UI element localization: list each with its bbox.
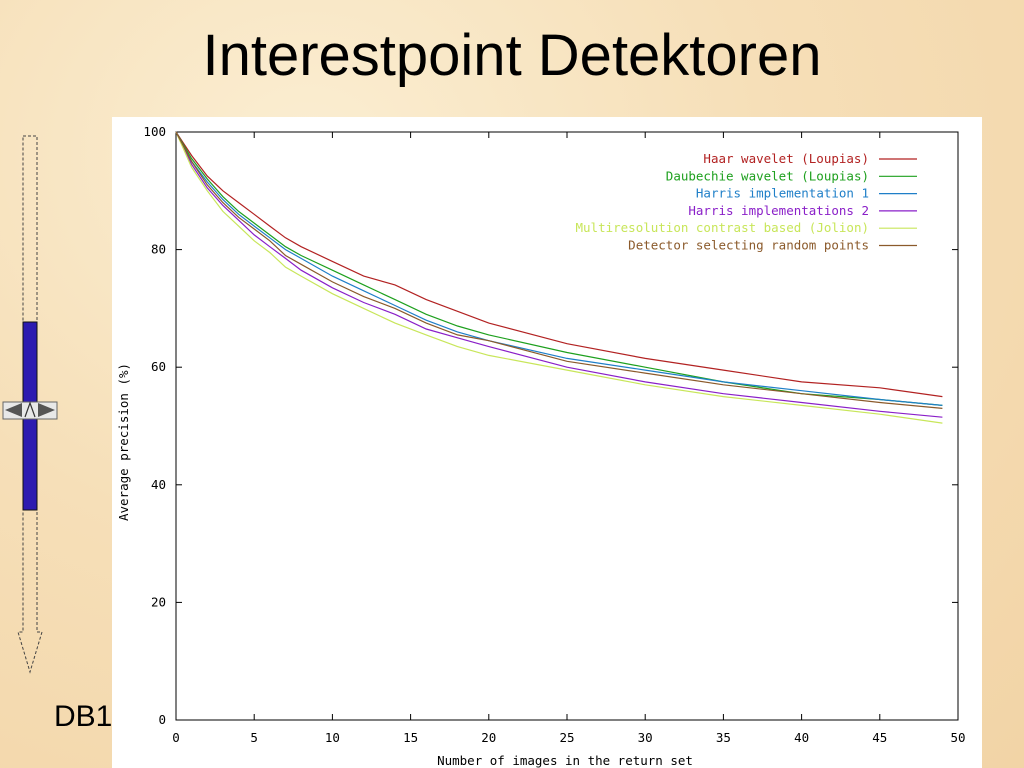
x-tick-label: 30 (638, 730, 653, 745)
x-tick-label: 35 (716, 730, 731, 745)
line-chart: 0 5 10 15 20 25 30 35 40 45 50 0 20 40 60 80 100 Haar wa… (116, 124, 966, 768)
legend-entry-5: Multiresolution contrast based (Jolion) (576, 220, 870, 235)
x-tick-label: 20 (481, 730, 496, 745)
series-line-4 (175, 131, 943, 418)
footer-label: DB1 (54, 700, 113, 733)
x-tick-label: 0 (172, 730, 180, 745)
x-tick-label: 10 (325, 730, 340, 745)
legend-entry-6: Detector selecting random points (628, 238, 869, 253)
chart-series (175, 131, 943, 424)
y-tick-label: 20 (151, 594, 166, 609)
chart-panel: 0 5 10 15 20 25 30 35 40 45 50 0 20 40 60 80 100 Haar wa… (112, 117, 982, 768)
x-tick-label: 25 (559, 730, 574, 745)
y-tick-label: 80 (151, 242, 166, 257)
x-tick-label: 50 (950, 730, 965, 745)
slide-title: Interestpoint Detektoren (202, 23, 822, 88)
y-tick-label: 100 (143, 124, 166, 139)
series-line-6 (175, 131, 943, 409)
scroll-grip-icon[interactable] (2, 401, 58, 420)
legend-entry-3: Harris implementation 1 (696, 186, 869, 201)
y-tick-label: 40 (151, 477, 166, 492)
series-line-2 (175, 131, 943, 406)
legend-entry-4: Harris implementations 2 (688, 203, 869, 218)
y-tick-label: 0 (158, 712, 166, 727)
legend-entry-1: Haar wavelet (Loupias) (703, 151, 869, 166)
y-tick-label: 60 (151, 359, 166, 374)
series-line-3 (175, 131, 943, 406)
series-line-1 (175, 131, 943, 398)
chart-legend: Haar wavelet (Loupias) Daubechie wavelet … (576, 151, 917, 253)
x-tick-label: 15 (403, 730, 418, 745)
series-line-5 (175, 131, 943, 424)
x-tick-label: 40 (794, 730, 809, 745)
x-tick-label: 5 (250, 730, 258, 745)
chart-axes: 0 5 10 15 20 25 30 35 40 45 50 0 20 40 60 80 100 (143, 124, 965, 745)
y-axis-label: Average precision (%) (116, 363, 131, 521)
x-tick-label: 45 (872, 730, 887, 745)
legend-entry-2: Daubechie wavelet (Loupias) (666, 168, 869, 183)
x-axis-label: Number of images in the return set (437, 753, 693, 768)
scroll-widget[interactable] (0, 132, 60, 677)
double-arrow-scroll-icon[interactable] (0, 132, 60, 677)
